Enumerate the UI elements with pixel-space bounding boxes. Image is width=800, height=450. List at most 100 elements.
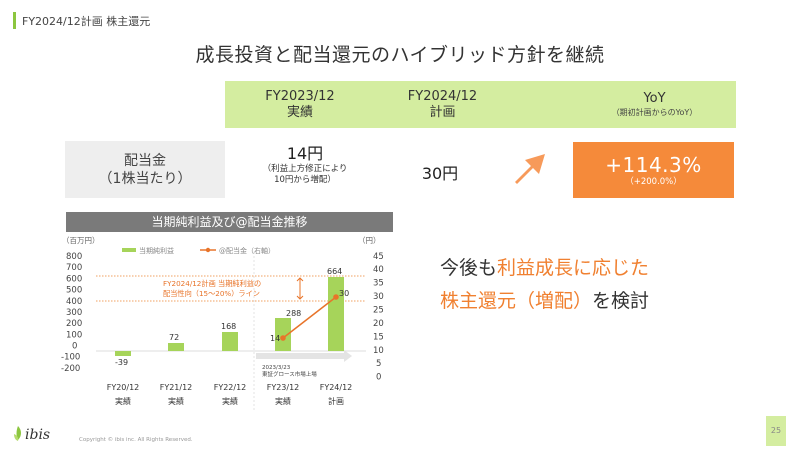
slide-section-title: FY2024/12計画 株主還元 (22, 15, 151, 28)
row-label-line1: 配当金 (124, 152, 166, 169)
x-label: FY21/12 (160, 383, 193, 392)
tick: 10 (373, 346, 384, 356)
tick: -200 (61, 364, 80, 374)
listing-note-line2: 東証グロース市場上場 (262, 370, 317, 378)
tick: 25 (373, 306, 384, 316)
column-header-line2: 計画 (429, 104, 456, 120)
yoy-value: +114.3% (605, 152, 702, 177)
tick: 800 (66, 252, 82, 262)
x-label: FY23/12 (267, 383, 300, 392)
tick: 500 (66, 286, 82, 296)
page-number: 25 (766, 416, 786, 446)
dividend-label-fy24: 30 (339, 289, 349, 298)
x-label: FY20/12 (107, 383, 140, 392)
x-axis-labels: FY20/12 実績 FY21/12 実績 FY22/12 実績 FY23/12… (107, 383, 353, 406)
dividend-label-fy23: 14 (270, 334, 280, 343)
fy2024-dividend-value: 30円 (421, 164, 459, 183)
tick: 30 (373, 292, 384, 302)
bar-label: -39 (115, 358, 128, 367)
tick: 600 (66, 275, 82, 285)
column-header-line1: FY2024/12 (407, 88, 478, 104)
tick: -100 (61, 353, 80, 363)
bar-fy20 (115, 351, 131, 356)
tick: 20 (373, 319, 384, 329)
tick: 40 (373, 265, 384, 275)
tick: 300 (66, 308, 82, 318)
listing-arrow-icon (256, 350, 352, 362)
left-axis-unit: （百万円） (62, 236, 100, 245)
payout-annotation-line2: 配当性向（15～20%）ライン (163, 289, 260, 298)
tick: 45 (373, 252, 384, 262)
column-header-fy2024: FY2024/12 計画 (380, 81, 505, 128)
x-label-kind: 実績 (168, 396, 184, 406)
copyright-text: Copyright © ibis inc. All Rights Reserve… (79, 437, 193, 443)
listing-note-line1: 2023/3/23 (262, 365, 291, 371)
column-header-sub: （期初計画からのYoY） (611, 108, 698, 117)
tick: 0 (72, 342, 77, 352)
column-header-line2: 実績 (286, 104, 313, 120)
legend-line-label: @配当金（右軸） (219, 246, 275, 255)
dividend-point-fy24 (333, 294, 339, 300)
right-axis-ticks: 45 40 35 30 25 20 15 10 5 0 (373, 252, 384, 383)
chart-title: 当期純利益及び@配当金推移 (66, 212, 393, 232)
fy2023-note-line2: 10円から増配） (274, 175, 336, 185)
tick: 700 (66, 263, 82, 273)
fy2023-note-line1: （利益上方修正により (262, 164, 348, 174)
legend-bar-swatch (122, 248, 136, 252)
message-highlight: 株主還元（増配） (440, 290, 593, 312)
bar-fy24 (328, 277, 344, 351)
x-label: FY24/12 (320, 383, 353, 392)
payout-range-arrow-icon (296, 277, 304, 300)
message-highlight: 利益成長に応じた (497, 257, 650, 279)
bar-fy23 (275, 318, 291, 351)
row-label-dividend: 配当金 （1株当たり） (65, 141, 225, 198)
bar-label: 288 (286, 309, 301, 318)
slide-headline: 成長投資と配当還元のハイブリッド方針を継続 (195, 44, 605, 66)
header-accent-bar (13, 12, 16, 29)
x-label: FY22/12 (214, 383, 247, 392)
bar-fy21 (168, 343, 184, 351)
column-header-yoy: YoY （期初計画からのYoY） (573, 81, 736, 128)
x-label-kind: 実績 (115, 396, 131, 406)
tick: 5 (376, 359, 381, 369)
tick: 35 (373, 279, 384, 289)
payout-annotation-line1: FY2024/12計画 当期純利益の (163, 279, 261, 288)
left-axis-ticks: 800 700 600 500 400 300 200 100 0 -100 -… (61, 252, 82, 374)
cell-fy2023-dividend: 14円 （利益上方修正により 10円から増配） (240, 144, 370, 186)
legend-line-marker (205, 247, 211, 253)
tick: 100 (66, 331, 82, 341)
message-text: を検討 (592, 290, 650, 312)
ibis-logo: ibis (14, 426, 50, 443)
profit-dividend-chart: （百万円） （円） 当期純利益 @配当金（右軸） 800 700 600 500… (61, 236, 384, 412)
row-label-line2: （1株当たり） (98, 170, 192, 187)
key-message: 今後も利益成長に応じた 株主還元（増配）を検討 (440, 252, 730, 318)
column-header-fy2023: FY2023/12 実績 (235, 81, 365, 128)
key-message-line1: 今後も利益成長に応じた (440, 252, 730, 285)
yoy-sub-value: （+200.0%） (625, 176, 682, 187)
table-header-band: FY2023/12 実績 FY2024/12 計画 YoY （期初計画からのYo… (225, 81, 736, 128)
tick: 400 (66, 297, 82, 307)
x-label-kind: 計画 (328, 396, 344, 406)
column-header-line1: YoY (643, 91, 666, 106)
tick: 15 (373, 333, 384, 343)
bar-label: 168 (221, 322, 236, 331)
legend-bar-label: 当期純利益 (139, 246, 174, 255)
message-text: 今後も (440, 257, 498, 279)
net-income-bars (115, 277, 344, 356)
logo-text: ibis (25, 427, 50, 443)
yoy-badge: +114.3% （+200.0%） (573, 142, 734, 198)
x-label-kind: 実績 (222, 396, 238, 406)
key-message-line2: 株主還元（増配）を検討 (440, 285, 730, 318)
column-header-line1: FY2023/12 (265, 88, 335, 104)
dividend-line (282, 296, 337, 339)
right-axis-unit: （円） (358, 236, 381, 245)
bar-label: 72 (169, 333, 179, 342)
x-label-kind: 実績 (275, 396, 291, 406)
arrow-up-right-icon (515, 154, 545, 184)
fy2023-dividend-value: 14円 (286, 144, 324, 163)
bar-label: 664 (327, 267, 342, 276)
bar-value-labels: -39 72 168 288 664 (115, 267, 342, 367)
bar-fy22 (222, 332, 238, 351)
tick: 0 (376, 373, 381, 383)
tick: 200 (66, 319, 82, 329)
